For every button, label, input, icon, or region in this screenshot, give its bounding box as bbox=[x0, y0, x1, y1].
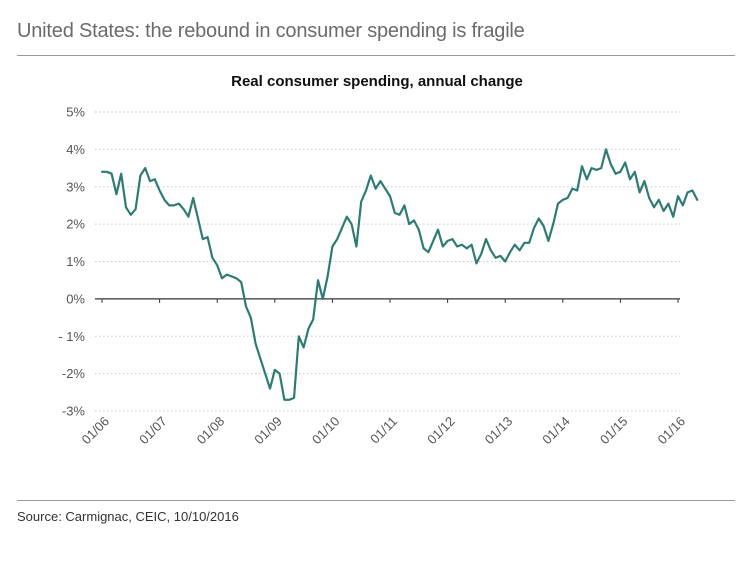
gridlines bbox=[95, 111, 680, 412]
x-tick-label: 01/12 bbox=[424, 414, 458, 448]
source-note: Source: Carmignac, CEIC, 10/10/2016 bbox=[17, 509, 239, 524]
y-tick-label: 0% bbox=[66, 291, 85, 306]
y-tick-label: - 1% bbox=[58, 329, 85, 344]
x-tick-label: 01/16 bbox=[655, 414, 689, 448]
x-axis: 01/06 01/07 01/08 01/09 01/10 01/11 01/12 01/13… bbox=[79, 298, 689, 448]
x-tick-label: 01/13 bbox=[482, 414, 516, 448]
y-tick-label: -3% bbox=[62, 404, 86, 419]
x-tick-label: 01/06 bbox=[79, 414, 113, 448]
y-axis: 5% 4% 3% 2% 1% 0% - 1% -2% -3% bbox=[58, 105, 85, 419]
x-tick-label: 01/15 bbox=[597, 414, 631, 448]
series-layer bbox=[100, 148, 699, 401]
footer-divider bbox=[17, 500, 735, 501]
y-tick-label: 5% bbox=[66, 105, 85, 120]
y-tick-label: 2% bbox=[66, 217, 85, 232]
x-tick-label: 01/08 bbox=[194, 414, 228, 448]
line-chart: Real consumer spending, annual change 5%… bbox=[58, 73, 699, 448]
x-tick-label: 01/09 bbox=[251, 414, 285, 448]
y-tick-label: 1% bbox=[66, 254, 85, 269]
x-tick-label: 01/11 bbox=[367, 414, 400, 447]
x-tick-label: 01/14 bbox=[539, 414, 573, 448]
y-tick-label: 4% bbox=[66, 142, 85, 157]
y-tick-label: 3% bbox=[66, 179, 85, 194]
y-tick-label: -2% bbox=[62, 366, 86, 381]
chart-title: Real consumer spending, annual change bbox=[231, 73, 523, 90]
title-divider bbox=[17, 55, 735, 56]
series-line bbox=[100, 148, 699, 401]
x-tick-label: 01/07 bbox=[136, 414, 170, 448]
x-tick-label: 01/10 bbox=[309, 414, 343, 448]
page-title: United States: the rebound in consumer s… bbox=[17, 20, 525, 42]
